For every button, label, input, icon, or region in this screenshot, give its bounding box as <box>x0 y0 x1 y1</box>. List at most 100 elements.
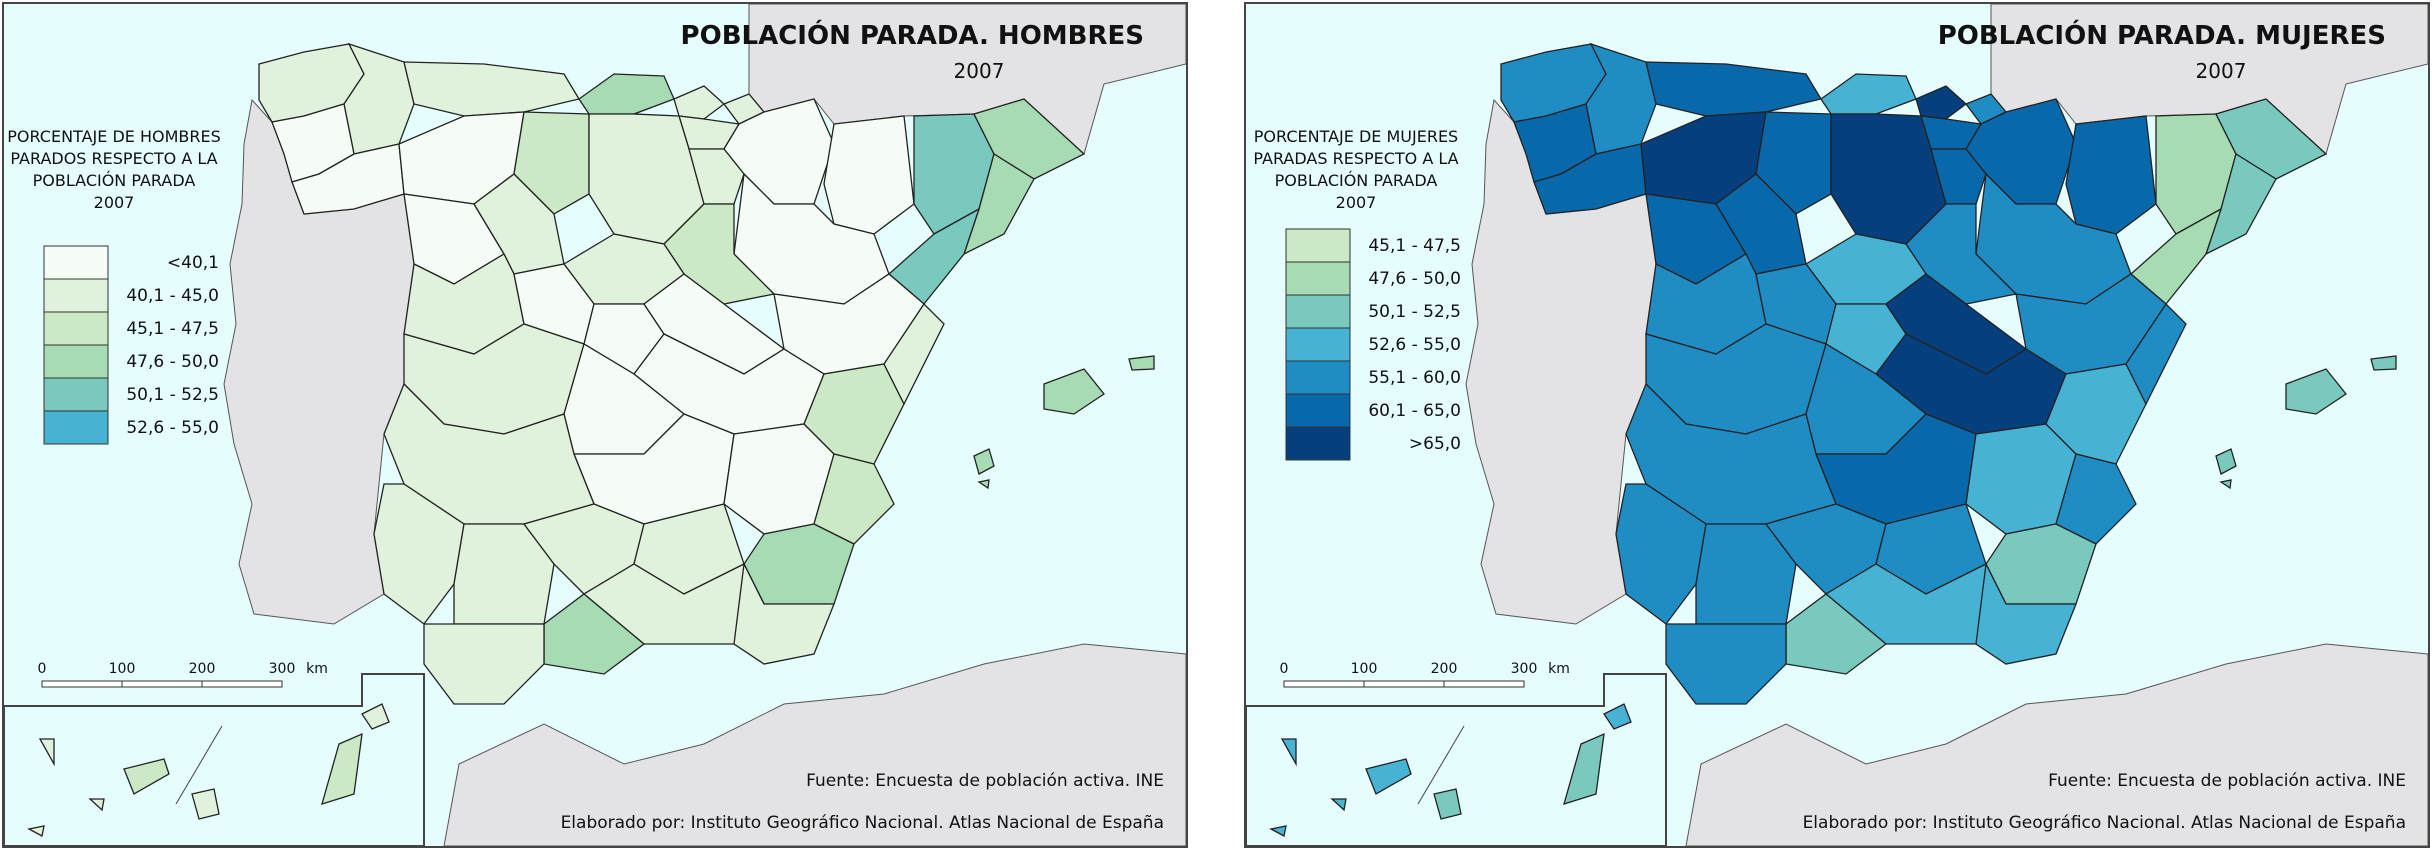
province-girona <box>973 98 1086 180</box>
inset-divider <box>175 725 223 805</box>
legend-swatch <box>1285 261 1351 296</box>
island-gran-canaria <box>191 788 220 820</box>
island-el-hierro <box>1269 825 1287 837</box>
scale-label: 100 <box>109 661 136 677</box>
canarias-inset-frame <box>1246 673 1667 846</box>
credit-text: Elaborado por: Instituto Geográfico Naci… <box>561 813 1164 833</box>
island-mallorca <box>2285 368 2347 415</box>
province-cadiz <box>423 623 545 705</box>
province-almeria <box>733 561 835 665</box>
province-la-rioja <box>1930 148 1987 205</box>
province-cadiz <box>1665 623 1787 705</box>
island-fuerteventura <box>321 732 363 805</box>
island-formentera <box>2219 479 2232 490</box>
map-year: 2007 <box>954 59 1005 83</box>
legend-swatch <box>43 377 109 412</box>
scale-label: 200 <box>1431 661 1458 677</box>
province-huelva <box>1615 483 1707 625</box>
province-alicante <box>813 453 895 545</box>
legend-swatch <box>43 410 109 445</box>
province-bizkaia <box>1915 85 1968 120</box>
legend-swatch <box>1285 393 1351 428</box>
scale-label: 0 <box>38 661 47 677</box>
legend-title-line: PARADAS RESPECTO A LA <box>1253 149 1458 168</box>
legend-label: 52,6 - 55,0 <box>1368 335 1461 355</box>
province-huelva <box>373 483 465 625</box>
legend-label: 47,6 - 50,0 <box>1368 269 1461 289</box>
province-barcelona <box>962 152 1035 256</box>
legend-label: 55,1 - 60,0 <box>1368 368 1461 388</box>
map-panel-mujeres: POBLACIÓN PARADA. MUJERES 2007 PORCENTAJE … <box>1244 2 2430 848</box>
legend-label: 40,1 - 45,0 <box>126 286 219 306</box>
province-tarragona <box>2130 207 2223 305</box>
legend-label: 60,1 - 65,0 <box>1368 401 1461 421</box>
legend-swatch <box>1285 360 1351 395</box>
island-lanzarote <box>361 703 390 730</box>
island-ibiza <box>2215 448 2237 475</box>
province-castellon <box>883 302 945 406</box>
source-text: Fuente: Encuesta de población activa. IN… <box>2048 771 2406 791</box>
island-mallorca <box>1043 368 1105 415</box>
legend-swatch <box>43 278 109 313</box>
scale-label: 100 <box>1351 661 1378 677</box>
scale-label: 0 <box>1280 661 1289 677</box>
canarias-inset-frame <box>4 673 425 846</box>
provinces-group <box>258 42 1086 705</box>
island-la-palma <box>38 738 55 767</box>
legend-title-line: PARADOS RESPECTO A LA <box>10 149 217 168</box>
legend-label: 45,1 - 47,5 <box>126 319 219 339</box>
island-la-gomera <box>1330 798 1347 812</box>
island-fuerteventura <box>1563 732 1605 805</box>
island-lanzarote <box>1603 703 1632 730</box>
legend-label: 47,6 - 50,0 <box>126 352 219 372</box>
legend-swatch <box>1285 426 1351 461</box>
scale-bar <box>41 680 283 688</box>
province-almeria <box>1975 561 2077 665</box>
province-barcelona <box>2204 152 2277 256</box>
island-tenerife <box>123 758 170 795</box>
province-castellon <box>2125 302 2187 406</box>
scale-label: km <box>1548 661 1570 677</box>
island-el-hierro <box>27 825 45 837</box>
africa-land <box>1685 643 2428 846</box>
province-asturias <box>403 61 581 117</box>
legend-swatch <box>1285 228 1351 263</box>
scale-label: km <box>306 661 328 677</box>
credit-text: Elaborado por: Instituto Geográfico Naci… <box>1803 813 2406 833</box>
source-text: Fuente: Encuesta de población activa. IN… <box>806 771 1164 791</box>
island-formentera <box>977 479 990 490</box>
island-menorca <box>2370 355 2397 371</box>
legend-swatch <box>43 344 109 379</box>
legend-title-line: 2007 <box>1336 193 1377 212</box>
africa-land <box>443 643 1186 846</box>
scale-label: 300 <box>269 661 296 677</box>
island-gran-canaria <box>1433 788 1462 820</box>
legend-title-line: PORCENTAJE DE HOMBRES <box>7 127 221 146</box>
legend-label: 52,6 - 55,0 <box>126 418 219 438</box>
map-panel-hombres: POBLACIÓN PARADA. HOMBRES 2007 PORCENTAJE … <box>2 2 1188 848</box>
island-tenerife <box>1365 758 1412 795</box>
legend-title-line: POBLACIÓN PARADA <box>1275 171 1438 190</box>
choropleth-map-hombres: POBLACIÓN PARADA. HOMBRES 2007 PORCENTAJE … <box>4 4 1186 846</box>
scale-label: 300 <box>1511 661 1538 677</box>
province-palencia <box>513 111 590 215</box>
legend-swatch <box>1285 327 1351 362</box>
provinces-group <box>1500 42 2328 705</box>
island-la-palma <box>1280 738 1297 767</box>
legend-label: 50,1 - 52,5 <box>126 385 219 405</box>
province-la-rioja <box>688 148 745 205</box>
map-title: POBLACIÓN PARADA. MUJERES <box>1938 19 2386 51</box>
inset-divider <box>1417 725 1465 805</box>
legend-label: 45,1 - 47,5 <box>1368 236 1461 256</box>
island-menorca <box>1128 355 1155 371</box>
province-bizkaia <box>673 85 726 120</box>
legend-label: <40,1 <box>167 253 219 273</box>
legend-title-line: PORCENTAJE DE MUJERES <box>1254 127 1458 146</box>
legend-swatch <box>43 245 109 280</box>
province-tarragona <box>888 207 981 305</box>
choropleth-map-mujeres: POBLACIÓN PARADA. MUJERES 2007 PORCENTAJE … <box>1246 4 2428 846</box>
province-girona <box>2215 98 2328 180</box>
legend-swatch <box>1285 294 1351 329</box>
map-year: 2007 <box>2196 59 2247 83</box>
province-alicante <box>2055 453 2137 545</box>
